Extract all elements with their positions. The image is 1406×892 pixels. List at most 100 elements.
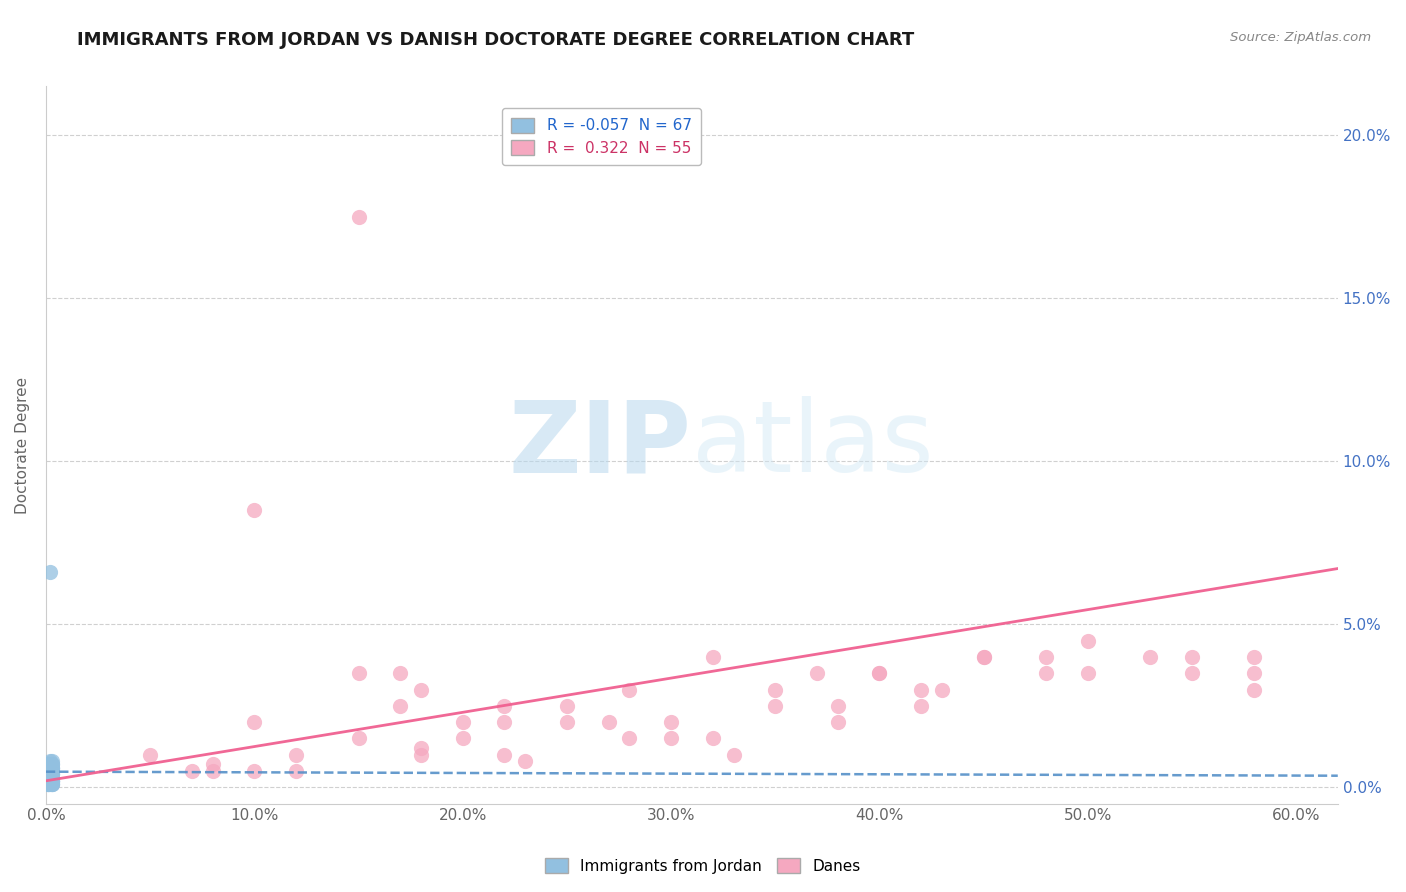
Point (868, 666, 890, 681)
Point (41, 777, 63, 791)
Point (555, 715, 578, 730)
Point (347, 731, 370, 746)
Point (37, 767, 59, 781)
Point (41, 767, 63, 781)
Point (41, 764, 63, 778)
Point (39, 761, 62, 775)
Point (41, 757, 63, 772)
Point (409, 741, 432, 756)
Point (973, 649, 995, 664)
Point (41, 771, 63, 785)
Point (39, 767, 62, 781)
Point (868, 666, 890, 681)
Point (806, 666, 828, 681)
Point (37, 767, 59, 781)
Point (39, 773, 62, 788)
Text: Source: ZipAtlas.com: Source: ZipAtlas.com (1230, 31, 1371, 45)
Point (37, 767, 59, 781)
Point (201, 764, 224, 778)
Point (37, 764, 59, 778)
Point (37, 773, 59, 788)
Point (37, 764, 59, 778)
Point (37, 764, 59, 778)
Point (555, 698, 578, 713)
Point (1139, 649, 1161, 664)
Point (39, 754, 62, 768)
Point (659, 731, 682, 746)
Point (39, 565, 62, 579)
Point (285, 747, 308, 762)
Legend: R = -0.057  N = 67, R =  0.322  N = 55: R = -0.057 N = 67, R = 0.322 N = 55 (502, 108, 700, 165)
Point (41, 773, 63, 788)
Point (37, 773, 59, 788)
Point (39, 771, 62, 785)
Point (1243, 649, 1265, 664)
Point (41, 757, 63, 772)
Point (347, 666, 370, 681)
Point (41, 761, 63, 775)
Point (1243, 666, 1265, 681)
Point (37, 777, 59, 791)
Point (827, 715, 849, 730)
Point (37, 773, 59, 788)
Point (451, 731, 474, 746)
Point (41, 767, 63, 781)
Point (39, 771, 62, 785)
Point (409, 747, 432, 762)
Point (243, 503, 266, 517)
Point (285, 764, 308, 778)
Point (39, 761, 62, 775)
Point (39, 767, 62, 781)
Point (910, 698, 932, 713)
Point (41, 773, 63, 788)
Point (1035, 666, 1057, 681)
Point (37, 764, 59, 778)
Point (39, 767, 62, 781)
Point (39, 764, 62, 778)
Point (41, 767, 63, 781)
Point (702, 731, 724, 746)
Point (37, 761, 59, 775)
Point (201, 757, 224, 772)
Point (763, 682, 786, 697)
Point (39, 757, 62, 772)
Point (931, 682, 953, 697)
Point (243, 715, 266, 730)
Point (1077, 666, 1099, 681)
Point (37, 757, 59, 772)
Point (1181, 666, 1204, 681)
Point (41, 771, 63, 785)
Point (494, 698, 516, 713)
Point (39, 777, 62, 791)
Point (37, 771, 59, 785)
Text: IMMIGRANTS FROM JORDAN VS DANISH DOCTORATE DEGREE CORRELATION CHART: IMMIGRANTS FROM JORDAN VS DANISH DOCTORA… (77, 31, 914, 49)
Point (515, 754, 537, 768)
Text: ZIP: ZIP (509, 396, 692, 493)
Point (39, 771, 62, 785)
Point (37, 771, 59, 785)
Point (243, 764, 266, 778)
Point (494, 747, 516, 762)
Point (41, 771, 63, 785)
Point (41, 773, 63, 788)
Point (41, 761, 63, 775)
Point (389, 698, 412, 713)
Y-axis label: Doctorate Degree: Doctorate Degree (15, 376, 30, 514)
Point (619, 731, 641, 746)
Point (659, 715, 682, 730)
Legend: Immigrants from Jordan, Danes: Immigrants from Jordan, Danes (538, 852, 868, 880)
Point (37, 777, 59, 791)
Point (389, 666, 412, 681)
Point (39, 773, 62, 788)
Point (1181, 649, 1204, 664)
Point (180, 764, 202, 778)
Point (39, 771, 62, 785)
Point (763, 698, 786, 713)
Point (494, 715, 516, 730)
Point (41, 773, 63, 788)
Point (37, 771, 59, 785)
Point (827, 698, 849, 713)
Point (39, 773, 62, 788)
Point (619, 682, 641, 697)
Point (702, 649, 724, 664)
